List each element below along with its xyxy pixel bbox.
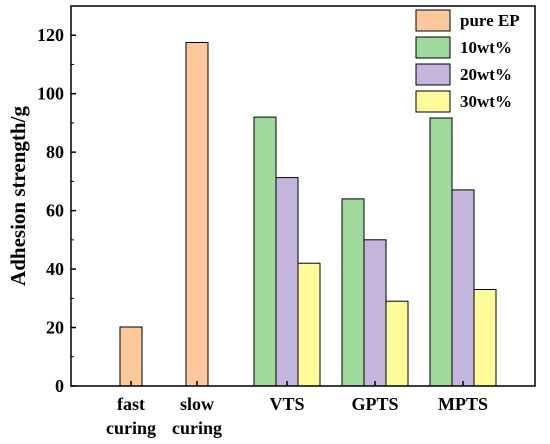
legend-label: pure EP [460,11,520,30]
y-tick-label: 120 [37,25,64,45]
legend: pure EP 10wt% 20wt% 30wt% [415,9,520,113]
y-axis: 0 20 40 60 80 100 120 [37,25,76,396]
bar-pure-ep-0 [119,326,143,387]
x-category-label: curing [172,418,222,438]
bar-10wt--2 [253,116,277,387]
bar-20wt--4 [451,189,475,387]
bars-layer [119,42,497,387]
bar-30wt--4 [473,289,497,387]
legend-swatch [415,63,451,86]
legend-swatch [415,36,451,59]
legend-swatch [415,9,451,32]
bar-20wt--3 [363,239,387,387]
x-category-label: VTS [269,394,304,414]
legend-swatch [415,90,451,113]
bar-20wt--2 [275,177,299,387]
x-category-label: fast [117,394,145,414]
y-tick-label: 80 [46,142,64,162]
legend-label: 20wt% [460,65,512,84]
legend-label: 30wt% [460,92,512,111]
y-tick-label: 60 [46,201,64,221]
x-category-label: slow [180,394,214,414]
bar-10wt--3 [341,198,365,387]
y-tick-label: 0 [55,376,64,396]
x-category-label: MPTS [438,394,488,414]
legend-label: 10wt% [460,38,512,57]
y-tick-label: 20 [46,318,64,338]
x-category-label: curing [106,418,156,438]
bar-30wt--3 [385,300,409,387]
bar-pure-ep-1 [185,42,209,387]
x-category-label: GPTS [351,394,398,414]
x-axis: fast curing slow curing VTS GPTS MPTS [106,381,488,438]
plot-frame [70,5,536,387]
y-tick-label: 40 [46,259,64,279]
bar-10wt--4 [429,117,453,387]
bar-30wt--2 [297,262,321,387]
y-tick-label: 100 [37,84,64,104]
y-axis-label: Adhesion strength/g [6,106,30,286]
